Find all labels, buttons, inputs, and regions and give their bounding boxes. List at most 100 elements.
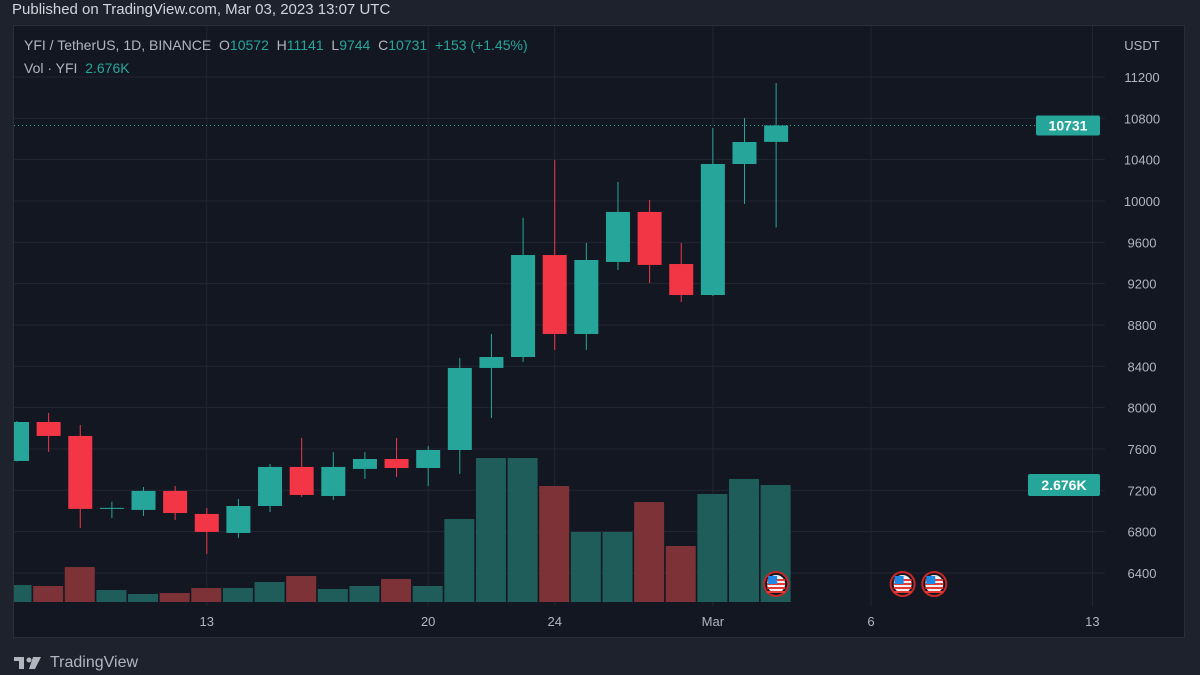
candle-body: [36, 422, 61, 436]
low-value: 9744: [339, 37, 371, 53]
flag-canton: [926, 576, 936, 584]
volume-bar: [317, 589, 348, 602]
volume-bar: [634, 502, 665, 602]
volume-bar: [191, 588, 222, 602]
last-volume-label: 2.676K: [1041, 477, 1086, 493]
candle-body: [14, 422, 29, 461]
volume-bar: [728, 479, 759, 602]
tradingview-logo-icon: [14, 657, 41, 669]
flag-stripe: [925, 587, 944, 589]
event-markers: [763, 571, 948, 597]
candle-body: [226, 506, 251, 533]
volume-bar: [665, 545, 696, 602]
last-price-badge: [1036, 115, 1100, 136]
volume-bar: [286, 575, 317, 602]
candle-body: [732, 141, 757, 164]
change-value: +153 (+1.45%): [434, 37, 528, 53]
us-flag-icon[interactable]: [889, 571, 916, 597]
open-value: 10572: [229, 37, 269, 53]
volume-bar: [412, 585, 443, 602]
candle-body: [574, 259, 599, 334]
price-tick-label: 6400: [1128, 566, 1157, 581]
volume-value: 2.676K: [85, 60, 130, 76]
price-tick-label: 9600: [1128, 235, 1157, 250]
volume-bar: [349, 585, 380, 602]
flag-stripe: [925, 591, 944, 593]
volume-bar: [507, 458, 538, 602]
time-tick-label: 20: [421, 614, 435, 629]
candle-body: [542, 255, 567, 334]
flag-stripe: [767, 587, 786, 589]
price-tick-label: 10800: [1124, 111, 1160, 126]
candle-body: [68, 435, 93, 509]
symbol-name[interactable]: YFI / TetherUS, 1D, BINANCE: [24, 37, 212, 53]
price-tick-label: 8800: [1128, 318, 1157, 333]
price-axis: 11200 10800 10400 10000 9600 9200 8800 8400 8000…: [14, 38, 1160, 581]
price-tick-label: 7600: [1128, 442, 1157, 457]
high-value: 11141: [286, 37, 324, 53]
candle-body: [669, 264, 694, 296]
price-tick-label: 8000: [1128, 401, 1157, 416]
candle-body: [321, 466, 346, 496]
volume-bar: [64, 567, 95, 602]
time-tick-label: 13: [1085, 614, 1099, 629]
candle-body: [352, 458, 377, 469]
volume-bar: [570, 532, 601, 602]
volume-bar: [128, 593, 159, 602]
price-tick-label: 10400: [1124, 153, 1160, 168]
time-tick-label: Mar: [702, 614, 725, 629]
price-tick-label: 11200: [1124, 70, 1159, 85]
volume-label[interactable]: Vol · YFI: [24, 60, 78, 76]
candle-body: [605, 211, 630, 262]
volume-bar: [697, 494, 728, 602]
symbol-legend: YFI / TetherUS, 1D, BINANCE O10572 H1114…: [24, 37, 528, 53]
volume-bar: [222, 588, 253, 602]
published-caption: Published on TradingView.com, Mar 03, 20…: [12, 1, 391, 18]
flag-canton: [894, 576, 904, 584]
volume-bar: [381, 579, 412, 602]
flag-stripe: [767, 591, 786, 593]
volume-bars: [14, 458, 791, 602]
price-tick-label: 9200: [1128, 277, 1157, 292]
volume-bar: [33, 585, 64, 602]
brand-name: TradingView: [50, 654, 139, 671]
open-label: O: [219, 37, 230, 53]
candle-body: [384, 458, 409, 468]
volume-bar: [444, 519, 475, 602]
currency-label: USDT: [1124, 38, 1159, 53]
time-axis: 13 20 24 Mar 6 13: [200, 614, 1100, 629]
volume-bar: [159, 592, 190, 602]
close-value: 10731: [388, 37, 428, 53]
candle-body: [289, 466, 314, 495]
us-flag-icon[interactable]: [763, 571, 790, 597]
candle-body: [479, 357, 504, 368]
candle-body: [258, 466, 283, 507]
last-volume-badge: [1028, 474, 1100, 496]
volume-bar: [96, 590, 127, 602]
tradingview-logo[interactable]: TradingView: [14, 654, 138, 672]
us-flag-icon[interactable]: [921, 571, 948, 597]
candle-body: [637, 211, 662, 265]
volume-bar: [475, 458, 506, 602]
candle-body: [131, 490, 156, 510]
volume-bar: [254, 582, 285, 602]
price-tick-label: 6800: [1128, 525, 1157, 540]
candle-body: [511, 255, 536, 358]
low-label: L: [331, 37, 340, 53]
flag-stripe: [893, 587, 912, 589]
price-tick-label: 7200: [1128, 483, 1157, 498]
candle-body: [99, 507, 124, 509]
high-label: H: [276, 37, 287, 53]
volume-bar: [539, 486, 570, 602]
volume-bar: [602, 532, 633, 602]
price-tick-label: 10000: [1124, 194, 1160, 209]
candle-body: [764, 125, 789, 142]
candle-body: [447, 367, 472, 451]
candle-body: [700, 163, 725, 296]
candle-body: [194, 513, 219, 532]
time-tick-label: 13: [200, 614, 214, 629]
time-tick-label: 6: [867, 614, 874, 629]
volume-legend: Vol · YFI 2.676K: [24, 60, 130, 76]
flag-stripe: [893, 591, 912, 593]
